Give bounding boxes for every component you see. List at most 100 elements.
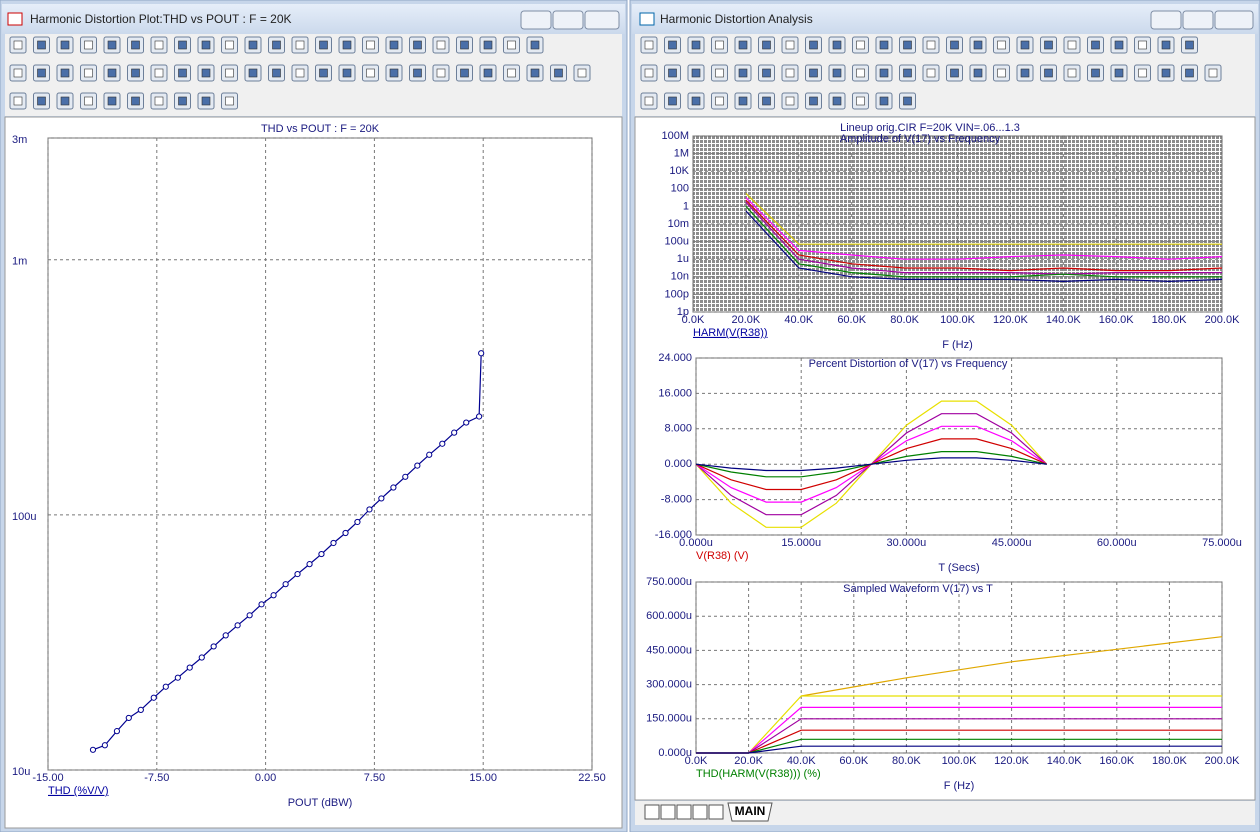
toolbar-icon: [1044, 68, 1053, 78]
toolbar-icon: [997, 40, 1006, 50]
toolbar-icon: [903, 68, 912, 78]
x-tick-label: 0.000u: [679, 537, 713, 549]
x-tick-label: 80.0K: [890, 314, 919, 326]
data-point: [318, 550, 325, 558]
y-axis-label: HARM(V(R38)): [693, 327, 768, 339]
data-point: [258, 601, 265, 608]
toolbar-icon: [809, 40, 818, 50]
close-button[interactable]: [1214, 10, 1254, 30]
x-tick-label: 140.0K: [1047, 755, 1083, 767]
x-tick-label: 80.0K: [892, 755, 921, 767]
data-point: [101, 742, 108, 749]
chart-title: THD vs POUT : F = 20K: [261, 123, 380, 135]
toolbar-icon: [84, 96, 93, 106]
window-title: Harmonic Distortion Analysis: [660, 12, 813, 26]
toolbar-icon: [738, 96, 748, 106]
y-tick-label: 100M: [661, 130, 689, 142]
toolbar-icon: [154, 68, 164, 78]
toolbar-icon: [366, 40, 375, 50]
minimize-button[interactable]: [1150, 10, 1182, 30]
maximize-button[interactable]: [552, 10, 584, 30]
toolbar-icon: [366, 68, 375, 78]
series-line: [745, 192, 1222, 245]
x-tick-label: 30.000u: [887, 537, 927, 549]
toolbar-icon: [832, 68, 842, 78]
toolbar-icon: [809, 68, 818, 78]
y-tick-label: 750.000u: [646, 576, 692, 588]
toolbar-icon: [154, 96, 164, 106]
y-tick-label: 100p: [665, 288, 689, 300]
toolbar-icon: [530, 68, 540, 78]
plot-frame: [695, 357, 1223, 536]
toolbar-icon: [644, 68, 654, 78]
tab-label[interactable]: MAIN: [735, 804, 766, 818]
toolbar-icon: [785, 96, 795, 106]
data-point: [270, 592, 277, 599]
x-tick-label: 200.0K: [1205, 755, 1241, 767]
toolbar-icon: [1161, 40, 1171, 50]
toolbar-icon: [762, 40, 771, 50]
y-tick-label: 10K: [669, 165, 689, 177]
minimize-button[interactable]: [520, 10, 552, 30]
toolbar-icon: [644, 96, 654, 106]
series-line: [745, 199, 1223, 272]
toolbar-icon: [483, 40, 493, 50]
toolbar-icon: [738, 68, 748, 78]
toolbar-icon: [436, 68, 446, 78]
toolbar-icon: [926, 68, 936, 78]
tab-nav-button[interactable]: [676, 804, 692, 820]
x-tick-label: 60.000u: [1097, 537, 1137, 549]
toolbar-icon: [389, 68, 399, 78]
x-tick-label: 40.0K: [787, 755, 816, 767]
toolbar-icon: [37, 68, 46, 78]
y-tick-label: 0.000u: [658, 747, 692, 759]
x-tick-label: 75.000u: [1202, 537, 1242, 549]
toolbar-icon: [178, 96, 187, 106]
tab-nav-button[interactable]: [692, 804, 708, 820]
data-point: [478, 350, 485, 357]
data-point: [463, 419, 470, 426]
y-tick-label: 1M: [674, 148, 689, 160]
y-tick-label: 24.000: [658, 352, 692, 364]
data-point: [282, 581, 289, 588]
y-tick-label: 150.000u: [646, 713, 692, 725]
data-point: [306, 561, 313, 568]
toolbar-icon: [483, 68, 493, 78]
toolbar-icon: [131, 96, 140, 106]
y-tick-label: 10u: [12, 766, 30, 778]
toolbar-icon: [84, 68, 93, 78]
y-tick-label: 16.000: [658, 387, 692, 399]
tab[interactable]: [727, 802, 773, 822]
toolbar-icon: [691, 68, 701, 78]
series-line: [695, 457, 1047, 472]
toolbar-icon: [295, 40, 305, 50]
x-tick-label: 60.0K: [839, 755, 868, 767]
data-point: [234, 622, 241, 629]
x-tick-label: 60.0K: [837, 314, 866, 326]
series-line: [92, 353, 482, 751]
data-point: [89, 746, 97, 753]
toolbar-icon: [460, 40, 469, 50]
x-tick-label: 15.000u: [781, 537, 821, 549]
x-tick-label: 0.00: [255, 772, 276, 784]
y-axis-label: THD(HARM(V(R38))) (%): [696, 768, 821, 780]
maximize-button[interactable]: [1182, 10, 1214, 30]
x-tick-label: 20.0K: [732, 314, 761, 326]
y-tick-label: 10m: [668, 218, 689, 230]
toolbar-icon: [107, 68, 117, 78]
data-point: [137, 706, 144, 714]
y-tick-label: 100u: [12, 511, 36, 523]
y-tick-label: 100u: [665, 236, 689, 248]
x-tick-label: 160.0K: [1099, 755, 1135, 767]
toolbar-icon: [131, 40, 140, 50]
x-tick-label: -7.50: [144, 772, 169, 784]
toolbar-icon: [668, 40, 677, 50]
tab-nav-button[interactable]: [708, 804, 724, 820]
data-point: [186, 664, 193, 671]
tab-nav-button[interactable]: [644, 804, 660, 820]
toolbar-icon: [507, 40, 516, 50]
tab-nav-button[interactable]: [660, 804, 676, 820]
toolbar-icon: [738, 40, 748, 50]
toolbar-icon: [60, 96, 70, 106]
close-button[interactable]: [584, 10, 620, 30]
